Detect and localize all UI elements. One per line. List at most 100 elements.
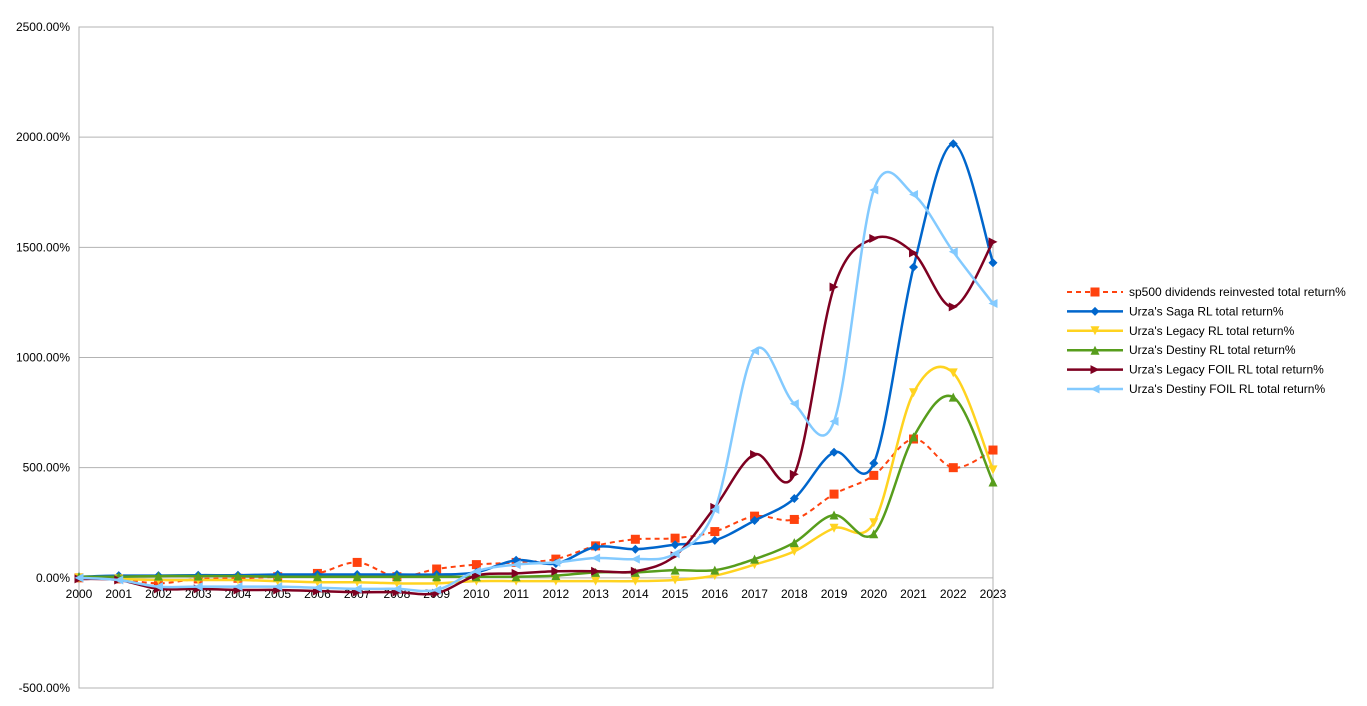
- data-point: [630, 554, 640, 564]
- data-point: [909, 262, 919, 272]
- data-point: [153, 571, 163, 581]
- series-6: [74, 171, 998, 595]
- data-point: [948, 463, 958, 473]
- legend-marker: [1090, 365, 1100, 375]
- data-point: [591, 542, 601, 552]
- data-point: [432, 572, 442, 582]
- data-point: [392, 572, 402, 582]
- data-point: [869, 529, 879, 539]
- data-point: [710, 505, 720, 515]
- data-point: [909, 189, 919, 199]
- data-point: [630, 576, 640, 586]
- x-tick-label: 2011: [503, 587, 529, 601]
- legend-label: sp500 dividends reinvested total return%: [1129, 285, 1346, 299]
- x-tick-label: 2012: [543, 587, 570, 601]
- data-point: [710, 535, 720, 545]
- data-point: [273, 582, 283, 592]
- data-point: [869, 234, 879, 244]
- data-point: [869, 185, 879, 195]
- legend-label: Urza's Legacy RL total return%: [1129, 324, 1295, 338]
- x-tick-label: 2023: [980, 587, 1007, 601]
- data-point: [750, 554, 760, 564]
- x-tick-label: 2017: [741, 587, 768, 601]
- data-point: [551, 566, 561, 576]
- data-point: [591, 576, 601, 586]
- series-layer: [74, 139, 998, 598]
- x-tick-label: 2001: [105, 587, 132, 601]
- data-point: [909, 248, 919, 258]
- data-point: [829, 282, 839, 292]
- data-point: [909, 432, 919, 442]
- data-point: [630, 566, 640, 576]
- data-point: [948, 392, 958, 402]
- data-point: [789, 399, 799, 409]
- data-point: [630, 534, 640, 544]
- gridlines: [79, 136, 993, 579]
- data-point: [988, 465, 998, 475]
- x-tick-label: 2019: [821, 587, 848, 601]
- legend-item: Urza's Saga RL total return%: [1067, 304, 1284, 318]
- legend-item: sp500 dividends reinvested total return%: [1067, 285, 1346, 299]
- x-tick-label: 2014: [622, 587, 649, 601]
- data-point: [471, 571, 481, 581]
- y-tick-label: -500.00%: [19, 681, 71, 695]
- data-point: [909, 388, 919, 398]
- data-point: [471, 566, 481, 576]
- data-point: [114, 575, 124, 585]
- data-point: [551, 571, 561, 581]
- x-tick-label: 2020: [860, 587, 887, 601]
- x-tick-label: 2003: [185, 587, 212, 601]
- data-point: [670, 549, 680, 559]
- data-point: [670, 575, 680, 585]
- data-point: [432, 585, 442, 595]
- data-point: [710, 565, 720, 575]
- data-point: [829, 447, 839, 457]
- data-point: [829, 523, 839, 533]
- y-tick-label: 2000.00%: [16, 130, 70, 144]
- x-tick-label: 2022: [940, 587, 967, 601]
- data-point: [551, 557, 561, 567]
- data-point: [352, 557, 362, 567]
- y-tick-label: 1500.00%: [16, 240, 70, 254]
- data-point: [352, 572, 362, 582]
- legend-label: Urza's Destiny RL total return%: [1129, 343, 1296, 357]
- legend-item: Urza's Destiny RL total return%: [1067, 343, 1296, 357]
- data-point: [789, 538, 799, 548]
- data-point: [710, 527, 720, 537]
- legend-item: Urza's Destiny FOIL RL total return%: [1067, 382, 1325, 396]
- data-point: [948, 247, 958, 257]
- data-point: [750, 346, 760, 356]
- data-point: [511, 568, 521, 578]
- data-point: [988, 258, 998, 268]
- x-tick-label: 2000: [66, 587, 93, 601]
- data-point: [630, 544, 640, 554]
- legend-label: Urza's Legacy FOIL RL total return%: [1129, 363, 1324, 377]
- data-point: [869, 518, 879, 528]
- legend-label: Urza's Saga RL total return%: [1129, 304, 1284, 318]
- legend-marker: [1090, 326, 1100, 336]
- data-point: [948, 302, 958, 312]
- data-point: [789, 469, 799, 479]
- legend-marker: [1090, 345, 1100, 355]
- data-point: [670, 533, 680, 543]
- x-tick-label: 2013: [582, 587, 609, 601]
- legend: sp500 dividends reinvested total return%…: [1067, 285, 1346, 396]
- data-point: [869, 458, 879, 468]
- data-point: [829, 510, 839, 520]
- data-point: [869, 470, 879, 480]
- data-point: [193, 571, 203, 581]
- y-tick-label: 500.00%: [23, 461, 71, 475]
- data-point: [591, 566, 601, 576]
- legend-label: Urza's Destiny FOIL RL total return%: [1129, 382, 1325, 396]
- data-point: [988, 299, 998, 309]
- y-tick-label: 1000.00%: [16, 351, 70, 365]
- y-axis-tick-labels: -500.00% 0.00% 500.00% 1000.00% 1500.00% 2000…: [16, 20, 70, 695]
- legend-marker: [1090, 287, 1100, 297]
- y-tick-label: 0.00%: [36, 571, 70, 585]
- data-point: [193, 582, 203, 592]
- series-line: [78, 171, 994, 593]
- y-tick-label: 2500.00%: [16, 20, 70, 34]
- data-point: [789, 514, 799, 524]
- data-point: [432, 564, 442, 574]
